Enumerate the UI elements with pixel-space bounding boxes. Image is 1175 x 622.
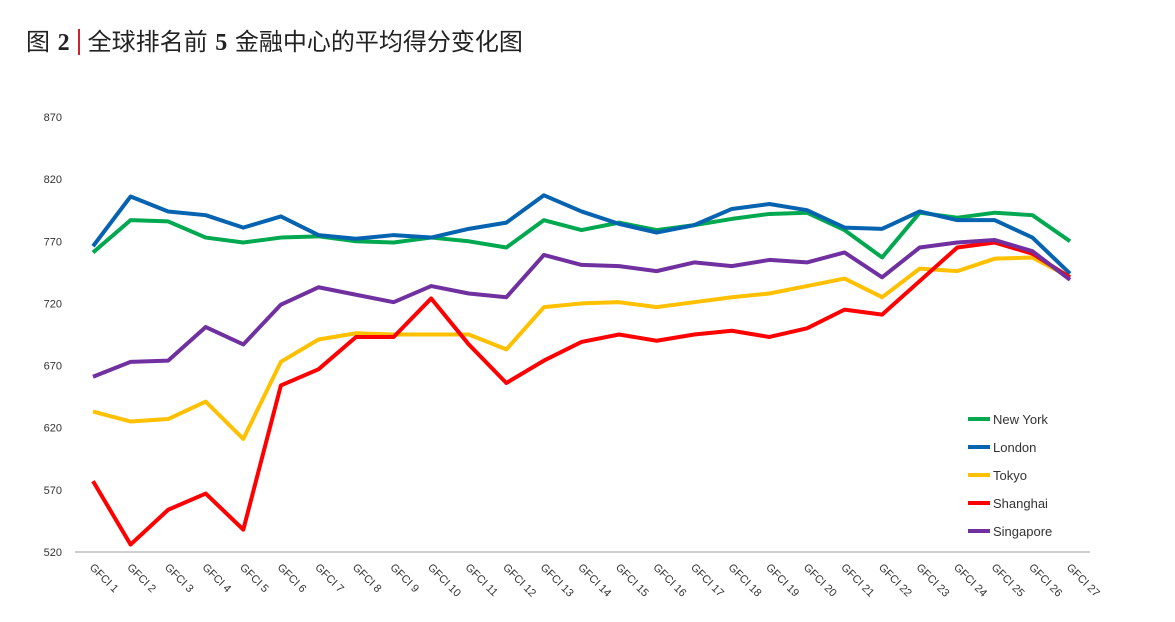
- chart-title: 图 2 全球排名前 5 金融中心的平均得分变化图: [26, 22, 523, 57]
- x-tick-label: GFCI 2: [124, 562, 158, 596]
- figure-number: 2: [57, 30, 70, 56]
- x-tick-label: GFCI 22: [876, 562, 914, 600]
- legend-label: Tokyo: [993, 468, 1027, 483]
- x-tick-label: GFCI 8: [350, 562, 384, 596]
- y-tick-label: 820: [44, 174, 62, 186]
- legend-label: New York: [993, 412, 1048, 427]
- x-tick-label: GFCI 14: [575, 562, 613, 600]
- title-text-a: 全球排名前: [87, 28, 208, 56]
- y-tick-label: 770: [44, 236, 62, 248]
- x-tick-label: GFCI 19: [763, 562, 801, 600]
- title-text-b: 金融中心的平均得分变化图: [234, 28, 523, 56]
- x-tick-label: GFCI 7: [312, 562, 346, 596]
- x-tick-label: GFCI 23: [914, 562, 952, 600]
- x-tick-label: GFCI 5: [237, 562, 271, 596]
- y-tick-label: 870: [44, 112, 62, 124]
- y-tick-label: 520: [44, 547, 62, 559]
- y-tick-label: 620: [44, 423, 62, 435]
- x-tick-label: GFCI 9: [387, 562, 421, 596]
- legend-label: Shanghai: [993, 496, 1048, 511]
- series-line-new-york: [91, 210, 1072, 260]
- x-tick-label: GFCI 13: [538, 562, 576, 600]
- series-line-singapore: [92, 238, 1072, 379]
- x-tick-label: GFCI 4: [200, 562, 234, 596]
- x-tick-label: GFCI 3: [162, 562, 196, 596]
- series-line-shanghai: [91, 240, 1072, 547]
- title-divider: [77, 29, 80, 55]
- series-line-london: [91, 193, 1072, 276]
- y-tick-label: 720: [44, 298, 62, 310]
- x-tick-label: GFCI 1: [87, 562, 121, 596]
- x-tick-label: GFCI 12: [500, 562, 538, 600]
- x-tick-label: GFCI 6: [275, 562, 309, 596]
- x-tick-label: GFCI 25: [989, 562, 1027, 600]
- y-tick-label: 570: [44, 485, 62, 497]
- x-tick-label: GFCI 15: [613, 562, 651, 600]
- title-prefix: 图: [26, 28, 50, 56]
- x-tick-label: GFCI 11: [463, 562, 500, 599]
- legend-label: Singapore: [993, 524, 1052, 539]
- legend-label: London: [993, 440, 1036, 455]
- x-tick-label: GFCI 21: [838, 562, 876, 600]
- x-tick-label: GFCI 16: [651, 562, 689, 600]
- series-line-tokyo: [92, 255, 1071, 441]
- x-tick-label: GFCI 18: [726, 562, 764, 600]
- y-tick-label: 670: [44, 361, 62, 373]
- x-tick-label: GFCI 24: [951, 562, 989, 600]
- x-tick-label: GFCI 20: [801, 562, 839, 600]
- x-tick-label: GFCI 26: [1026, 562, 1064, 600]
- x-tick-label: GFCI 27: [1064, 562, 1102, 600]
- x-tick-label: GFCI 17: [688, 562, 726, 600]
- title-count: 5: [215, 30, 228, 56]
- x-tick-label: GFCI 10: [425, 562, 463, 600]
